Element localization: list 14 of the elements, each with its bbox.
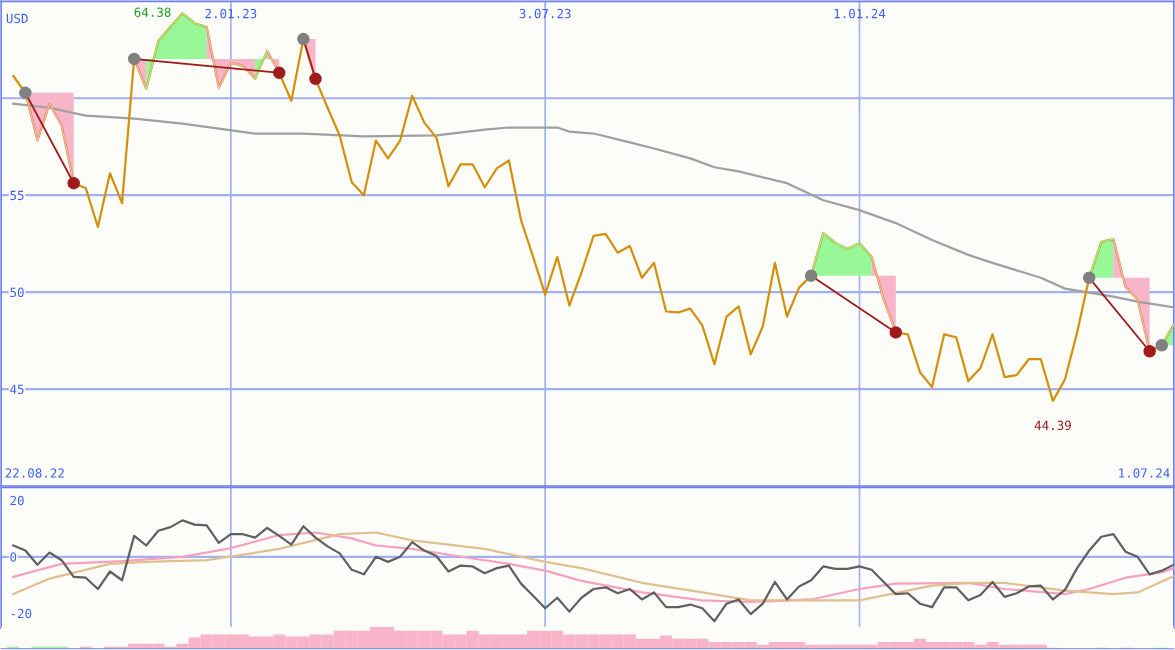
y-axis-title: USD (6, 13, 28, 24)
y-tick-label: -20 (11, 608, 32, 619)
y-tick-label: 0 (10, 552, 17, 562)
x-tick-label: 3.07.23 (519, 8, 571, 19)
y-tick-label: 45 (10, 384, 24, 395)
x-tick-label: 1.01.24 (834, 8, 886, 19)
annotation: 22.08.22 (5, 468, 64, 478)
annotation: 1.07.24 (1119, 468, 1170, 478)
annotation: 64.38 (134, 7, 171, 17)
y-tick-label: 55 (10, 190, 24, 201)
annotation: 44.39 (1034, 420, 1071, 431)
y-tick-label: 20 (10, 495, 24, 506)
x-tick-label: 2.01.23 (205, 8, 257, 19)
y-tick-label: 50 (10, 287, 24, 298)
